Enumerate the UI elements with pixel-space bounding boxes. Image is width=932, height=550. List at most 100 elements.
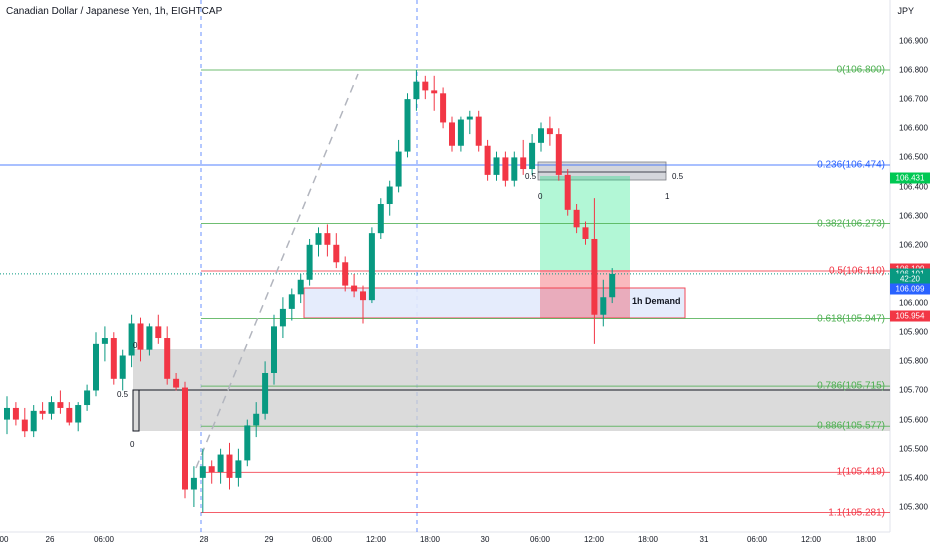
fib-label-4: 0.618(105.947) bbox=[817, 313, 885, 324]
candle-body-53 bbox=[475, 116, 482, 146]
candle-body-62 bbox=[555, 134, 562, 175]
price-tick-5: 106.400 bbox=[899, 182, 928, 192]
candle-body-64 bbox=[573, 209, 580, 228]
candle-body-44 bbox=[395, 151, 402, 187]
price-tick-11: 105.700 bbox=[899, 385, 928, 395]
price-tick-0: 106.900 bbox=[899, 36, 928, 46]
point-label-6: 1 bbox=[665, 192, 670, 201]
candle-body-2 bbox=[21, 419, 28, 432]
price-tick-2: 106.700 bbox=[899, 94, 928, 104]
candle-body-18 bbox=[164, 338, 171, 379]
time-tick-11: 18:00 bbox=[637, 535, 659, 544]
price-tick-10: 105.800 bbox=[899, 356, 928, 366]
time-tick-12: 31 bbox=[699, 535, 709, 544]
price-tag-0: 106.431 bbox=[890, 172, 930, 183]
candle-body-37 bbox=[333, 244, 340, 263]
trend-projection bbox=[195, 73, 359, 469]
point-label-2: 0 bbox=[130, 440, 135, 449]
candle-body-28 bbox=[253, 413, 260, 426]
candle-body-58 bbox=[520, 157, 527, 170]
candle-body-4 bbox=[39, 410, 46, 414]
candle-body-9 bbox=[84, 390, 91, 406]
candle-body-24 bbox=[217, 454, 224, 473]
candle-body-38 bbox=[342, 262, 349, 286]
price-tick-7: 106.200 bbox=[899, 240, 928, 250]
stop-loss-zone bbox=[540, 270, 630, 318]
candle-body-65 bbox=[582, 227, 589, 239]
candle-body-42 bbox=[377, 204, 384, 234]
time-tick-6: 12:00 bbox=[365, 535, 387, 544]
candle-body-27 bbox=[244, 425, 251, 461]
candle-body-67 bbox=[600, 297, 607, 315]
candle-body-35 bbox=[315, 233, 322, 245]
time-tick-8: 30 bbox=[480, 535, 490, 544]
fib-label-3: 0.5(106.110) bbox=[829, 265, 885, 277]
candle-body-23 bbox=[208, 466, 215, 473]
time-tick-4: 29 bbox=[264, 535, 274, 544]
candle-body-52 bbox=[466, 116, 473, 120]
candle-body-10 bbox=[93, 343, 99, 391]
candle-body-11 bbox=[101, 338, 108, 344]
fib-label-8: 1.1(105.281) bbox=[828, 507, 885, 519]
candle-body-40 bbox=[360, 291, 366, 301]
candle-body-17 bbox=[155, 326, 162, 339]
candle-body-30 bbox=[271, 326, 277, 373]
candle-body-8 bbox=[75, 405, 82, 423]
candle-body-20 bbox=[182, 387, 188, 490]
point-label-0: 0 bbox=[133, 341, 138, 350]
point-label-5: 0.5 bbox=[672, 172, 684, 181]
candle-body-34 bbox=[306, 244, 313, 280]
candle-body-56 bbox=[502, 157, 509, 181]
price-tick-15: 105.300 bbox=[899, 502, 928, 512]
time-tick-14: 12:00 bbox=[800, 535, 822, 544]
candle-body-5 bbox=[48, 402, 55, 414]
demand-label: 1h Demand bbox=[632, 296, 681, 306]
price-tick-12: 105.600 bbox=[899, 415, 928, 425]
candle-body-43 bbox=[386, 186, 393, 205]
candle-body-36 bbox=[324, 233, 331, 245]
time-tick-2: 06:00 bbox=[93, 535, 115, 544]
time-tick-3: 28 bbox=[199, 535, 209, 544]
time-tick-10: 12:00 bbox=[583, 535, 605, 544]
price-tick-1: 106.800 bbox=[899, 65, 928, 75]
candle-body-55 bbox=[493, 157, 500, 175]
candle-body-6 bbox=[57, 402, 64, 408]
candle-body-66 bbox=[591, 238, 598, 315]
candle-body-33 bbox=[297, 279, 304, 295]
candle-body-63 bbox=[564, 174, 571, 210]
candle-body-13 bbox=[119, 355, 126, 379]
candle-body-3 bbox=[30, 410, 37, 432]
candle-body-68 bbox=[609, 273, 616, 298]
candle-body-50 bbox=[449, 122, 455, 146]
candle-body-54 bbox=[484, 145, 491, 175]
candle-body-32 bbox=[288, 294, 295, 309]
candle-body-61 bbox=[546, 128, 553, 135]
point-label-4: 0 bbox=[538, 192, 543, 201]
candle-body-47 bbox=[422, 81, 429, 91]
price-tick-9: 105.900 bbox=[899, 327, 928, 337]
candle-body-1 bbox=[12, 407, 19, 420]
price-tick-3: 106.600 bbox=[899, 123, 928, 133]
price-tick-13: 105.500 bbox=[899, 444, 928, 454]
fib-label-0: 0(106.800) bbox=[836, 64, 885, 76]
candle-body-15 bbox=[137, 323, 144, 350]
candle-body-19 bbox=[173, 378, 180, 388]
candle-body-22 bbox=[199, 466, 206, 478]
candle-body-29 bbox=[262, 372, 269, 414]
candle-body-51 bbox=[457, 119, 464, 146]
price-tag-3: 42:20 bbox=[890, 273, 930, 285]
zone-mid-marker bbox=[132, 389, 140, 432]
candle-body-41 bbox=[368, 233, 375, 301]
price-tick-14: 105.400 bbox=[899, 473, 928, 483]
candle-body-0 bbox=[4, 407, 10, 420]
price-tick-4: 106.500 bbox=[899, 152, 928, 162]
price-tag-4: 106.099 bbox=[890, 283, 930, 294]
symbol-title[interactable]: Canadian Dollar / Japanese Yen, 1h, EIGH… bbox=[6, 6, 223, 17]
fib-label-2: 0.382(106.273) bbox=[817, 218, 885, 230]
candle-body-26 bbox=[235, 460, 242, 478]
candle-body-57 bbox=[511, 157, 518, 181]
candle-body-45 bbox=[404, 99, 411, 152]
candle-body-39 bbox=[351, 285, 358, 292]
candle-body-48 bbox=[431, 90, 438, 94]
